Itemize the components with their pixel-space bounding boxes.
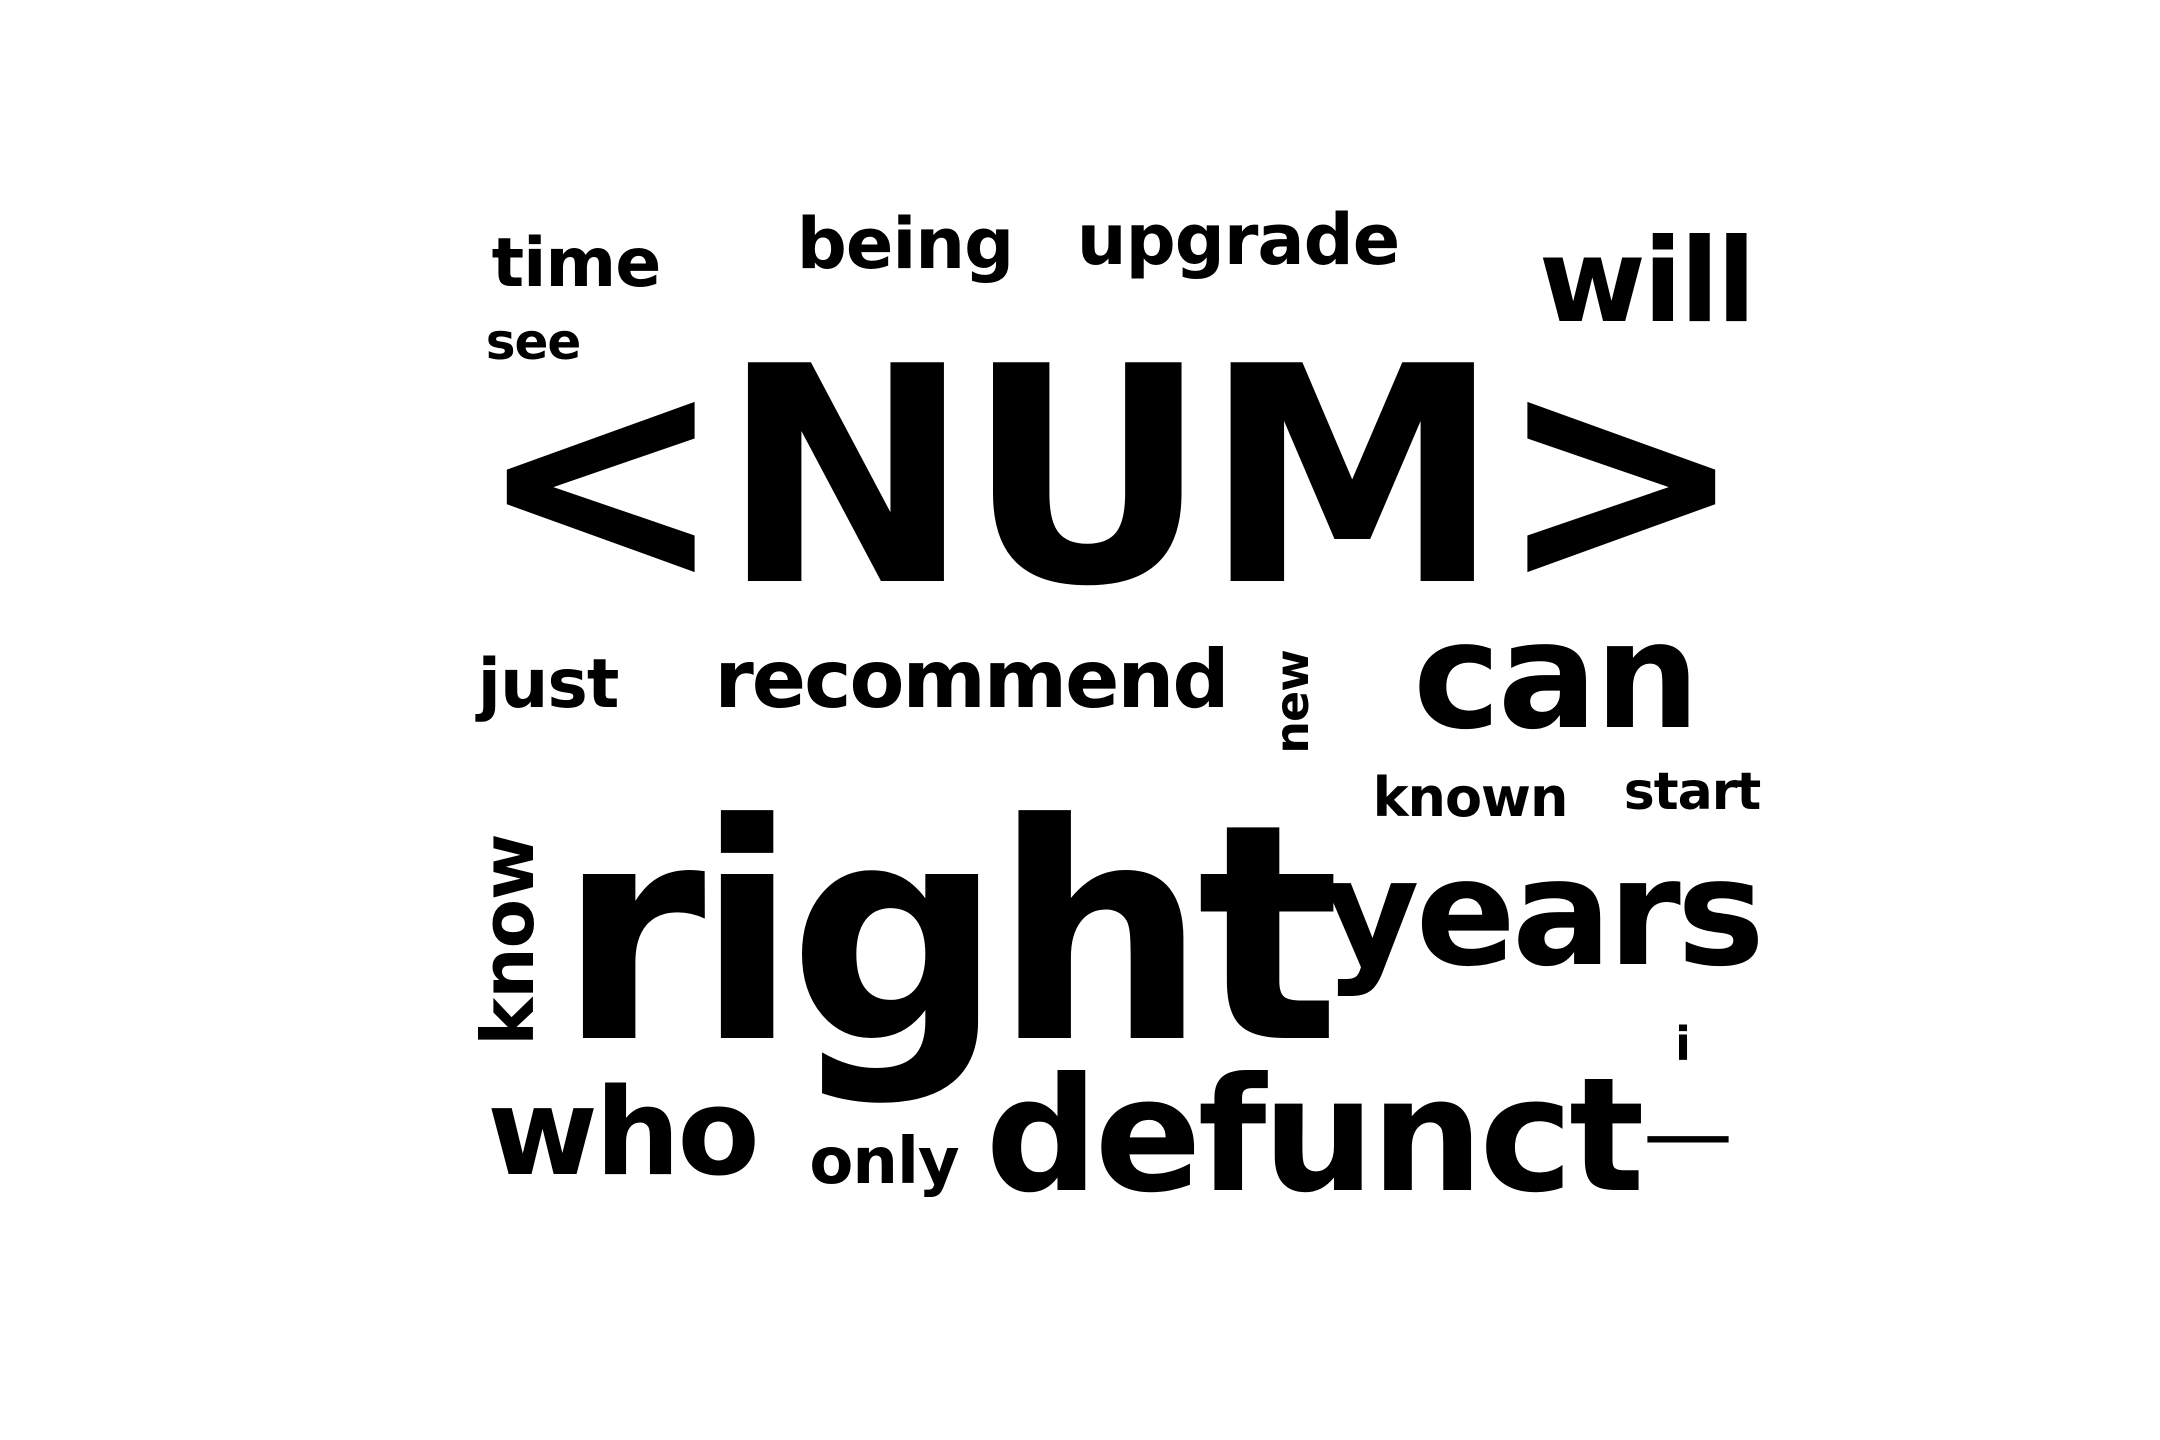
word-time: time <box>491 224 662 303</box>
word-see: see <box>485 313 582 371</box>
word-new: new <box>1265 650 1319 754</box>
word-being: being <box>796 203 1015 285</box>
word-dash: — <box>1643 1081 1733 1186</box>
word-know: know <box>466 834 550 1046</box>
word-i: i <box>1675 1017 1691 1071</box>
word-num: <NUM> <box>475 303 1747 652</box>
word-just: just <box>477 645 620 724</box>
word-recommend: recommend <box>714 633 1229 726</box>
word-start: start <box>1623 762 1761 822</box>
word-known: known <box>1372 766 1569 829</box>
word-right: right <box>557 760 1341 1109</box>
word-who: who <box>487 1064 760 1203</box>
word-only: only <box>809 1125 959 1199</box>
word-can: can <box>1413 590 1700 762</box>
word-defunct: defunct <box>985 1044 1644 1228</box>
word-will: will <box>1538 214 1756 349</box>
word-upgrade: upgrade <box>1076 199 1400 281</box>
word-years: years <box>1323 827 1765 999</box>
